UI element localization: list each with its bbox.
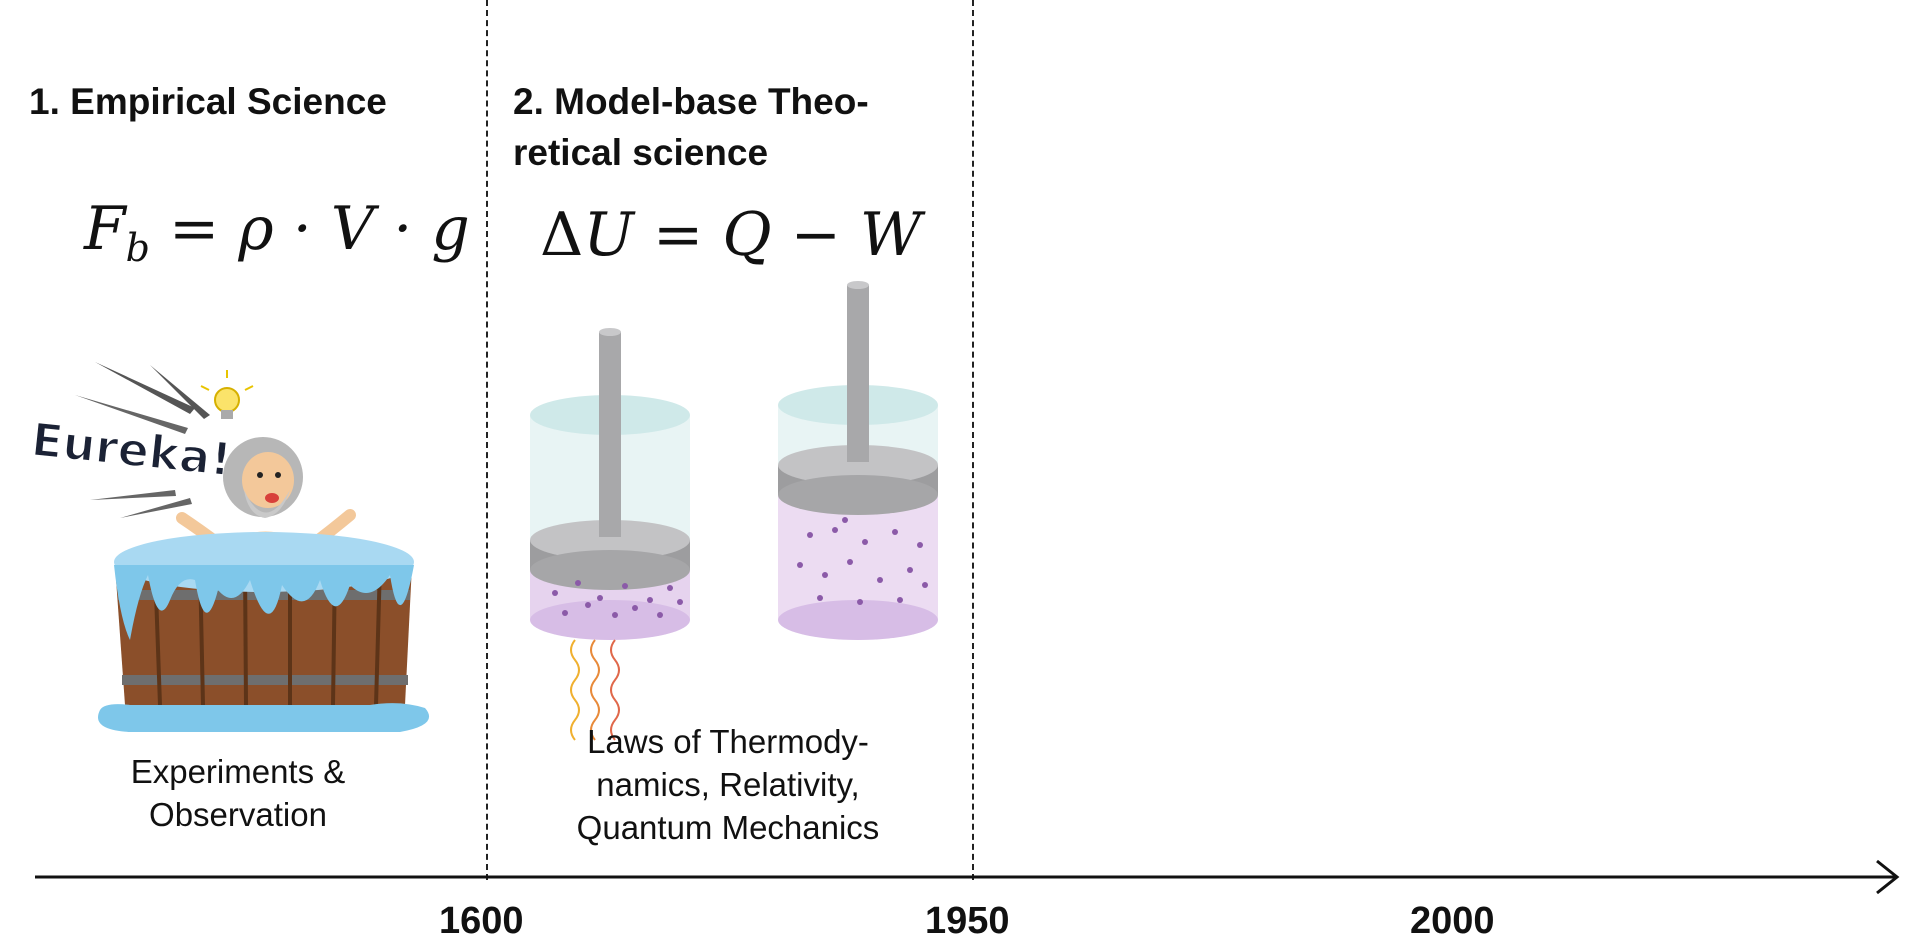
caption-line: Experiments & xyxy=(130,753,346,790)
shout-line-5 xyxy=(120,498,192,518)
era-divider-1600 xyxy=(486,0,488,880)
equation-delta: Δ xyxy=(540,200,584,270)
shout-line-4 xyxy=(90,490,176,500)
section-2-caption: Laws of Thermody- namics, Relativity, Qu… xyxy=(548,720,908,849)
piston-illustration xyxy=(530,281,938,741)
water-splash xyxy=(98,532,430,732)
equation-subscript: b xyxy=(125,226,150,270)
piston-cylinder-expanded xyxy=(778,281,938,640)
eureka-badge: Eureka! xyxy=(29,412,234,487)
piston-cylinder-heated xyxy=(530,328,690,640)
era-divider-1950 xyxy=(972,0,974,880)
lightbulb-icon xyxy=(200,370,254,419)
tick-label-1600: 1600 xyxy=(439,900,524,942)
archimedes-bath-illustration: Eureka! xyxy=(28,362,430,732)
equation-lhs: F xyxy=(84,194,126,264)
tick-label-1950: 1950 xyxy=(925,900,1010,942)
first-law-equation: ΔU = Q − W xyxy=(540,200,922,270)
caption-line: Laws of Thermody- xyxy=(587,723,869,760)
caption-line: namics, Relativity, xyxy=(596,766,860,803)
title-line: 2. Model-base Theo- xyxy=(513,81,869,122)
equation-rhs: U = Q − W xyxy=(583,200,922,270)
timeline-axis xyxy=(35,859,1900,895)
arrow-right-icon xyxy=(1876,859,1900,895)
tick-label-2000: 2000 xyxy=(1410,900,1495,942)
shout-line-2 xyxy=(150,365,210,419)
section-1-caption: Experiments & Observation xyxy=(88,750,388,836)
caption-line: Quantum Mechanics xyxy=(576,809,880,846)
shout-line-3 xyxy=(75,395,188,434)
buoyancy-equation: Fb = ρ · V · g xyxy=(84,194,470,270)
heat-icon xyxy=(570,639,620,741)
equation-rhs: = ρ · V · g xyxy=(169,194,470,264)
section-2-title: 2. Model-base Theo- retical science xyxy=(513,76,869,178)
caption-line: Observation xyxy=(149,796,327,833)
title-line: retical science xyxy=(513,132,769,173)
section-1-title: 1. Empirical Science xyxy=(29,81,387,122)
shout-line-1 xyxy=(95,362,195,414)
